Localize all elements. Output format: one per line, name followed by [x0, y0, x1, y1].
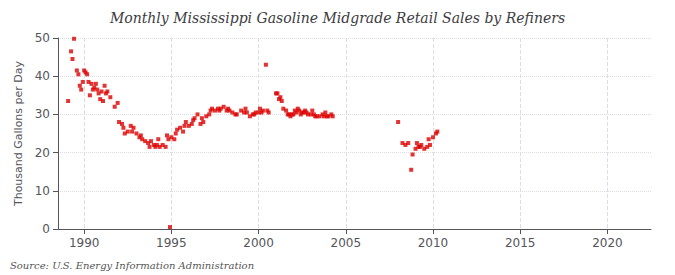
svg-text:20: 20	[35, 146, 50, 160]
svg-text:2020: 2020	[592, 236, 623, 250]
svg-text:10: 10	[35, 184, 50, 198]
svg-text:2015: 2015	[505, 236, 536, 250]
svg-text:2005: 2005	[331, 236, 362, 250]
svg-text:2010: 2010	[418, 236, 449, 250]
svg-text:30: 30	[35, 107, 50, 121]
svg-text:Thousand Gallons per Day: Thousand Gallons per Day	[12, 60, 25, 207]
svg-text:1995: 1995	[156, 236, 187, 250]
svg-text:Monthly Mississippi Gasoline M: Monthly Mississippi Gasoline Midgrade Re…	[109, 10, 565, 26]
svg-text:2000: 2000	[243, 236, 274, 250]
svg-text:0: 0	[42, 222, 50, 236]
svg-text:Source: U.S. Energy Informatio: Source: U.S. Energy Information Administ…	[10, 260, 254, 271]
svg-text:1990: 1990	[69, 236, 100, 250]
svg-text:50: 50	[35, 31, 50, 45]
svg-text:40: 40	[35, 69, 50, 83]
